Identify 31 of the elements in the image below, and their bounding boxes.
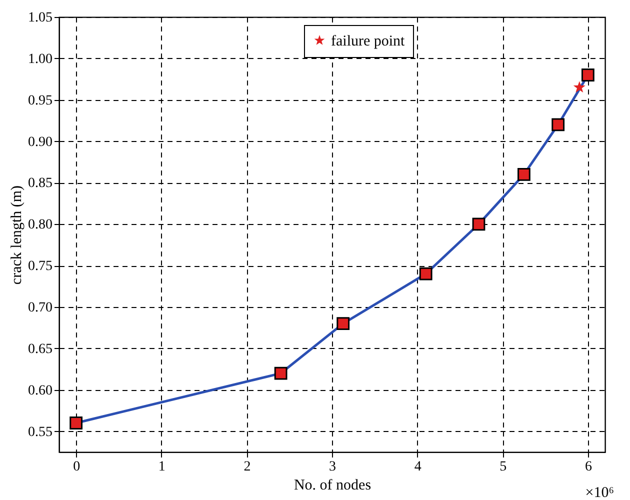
legend-label: failure point (331, 34, 406, 50)
y-tick-label: 0.85 (28, 176, 52, 192)
point (419, 267, 432, 280)
x-tick-label: 6 (584, 460, 592, 474)
y-tick-label: 0.80 (28, 218, 52, 233)
x-tick-label: 2 (244, 460, 251, 474)
point (552, 118, 565, 132)
y-tick-label: 1.00 (28, 52, 52, 67)
y-tick-label: 0.65 (28, 342, 52, 357)
text: ×10⁶ (585, 485, 614, 500)
point (581, 68, 594, 82)
y-tick-label: 0.70 (28, 300, 52, 316)
point (472, 218, 486, 231)
y-axis-title: crack length (m) (9, 185, 25, 285)
point (274, 366, 288, 380)
x-tick-label: 0 (73, 460, 80, 474)
point (336, 317, 350, 330)
y-tick-label: 1.05 (28, 10, 52, 26)
y-tick-label: 0.90 (28, 134, 52, 150)
point (573, 81, 586, 93)
x-tick-label: 1 (158, 460, 166, 474)
x-tick-label: 5 (500, 460, 507, 474)
x-axis-title: No. of nodes (294, 478, 372, 494)
y-tick-label: 0.95 (28, 93, 52, 108)
point (70, 416, 83, 430)
y-tick-label: 0.60 (28, 383, 52, 398)
point (518, 168, 530, 181)
x-tick-label: 3 (329, 460, 336, 474)
x-tick-label: 4 (414, 460, 422, 474)
y-tick-label: 0.75 (28, 259, 52, 274)
y-tick-label: 0.55 (28, 424, 52, 440)
